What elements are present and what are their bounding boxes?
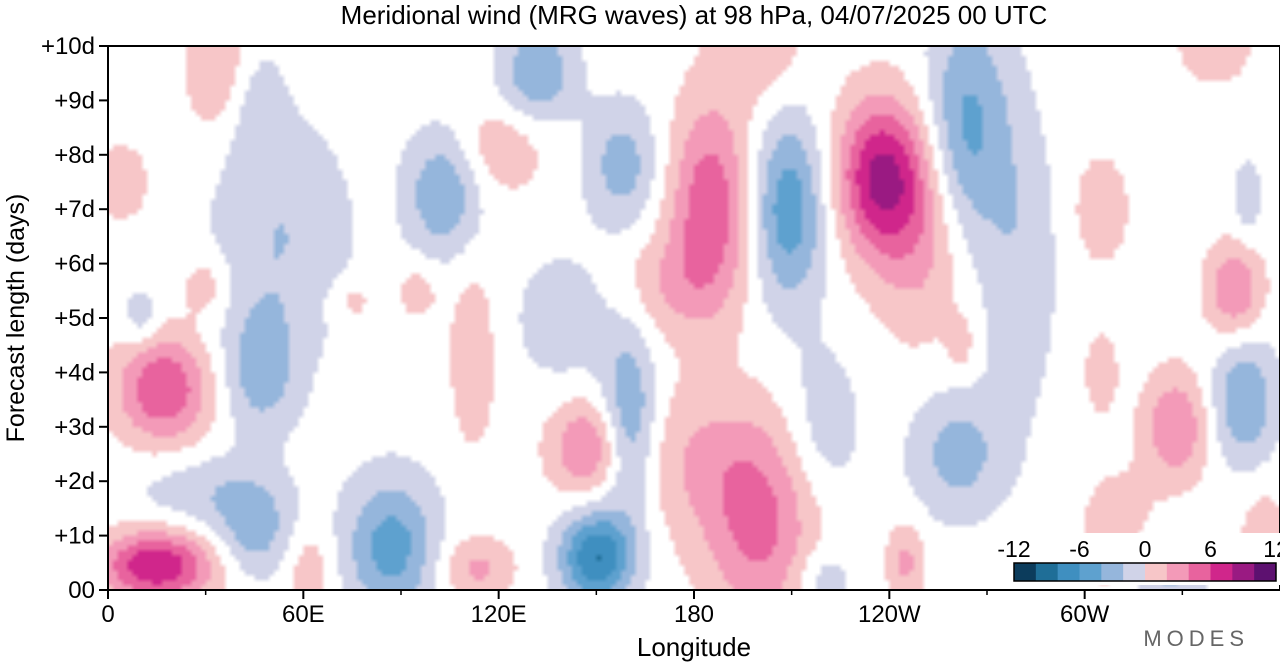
colorbar-swatch [1035, 563, 1059, 581]
colorbar-swatch [1123, 563, 1146, 581]
modes-watermark: MODES [1143, 626, 1249, 651]
x-tick-label: 0 [101, 601, 114, 628]
plot-area [107, 45, 1280, 591]
colorbar-swatch [1166, 563, 1190, 581]
colorbar-label: -12 [997, 536, 1030, 562]
y-tick-label: +7d [54, 196, 95, 223]
colorbar-label: 0 [1139, 536, 1152, 562]
contour-field [108, 46, 1280, 590]
y-tick-label: +2d [54, 468, 95, 495]
y-tick-label: 00 [68, 577, 95, 604]
y-tick-label: +1d [54, 523, 95, 550]
chart-title: Meridional wind (MRG waves) at 98 hPa, 0… [341, 0, 1048, 30]
y-tick-label: +10d [41, 33, 95, 60]
colorbar-swatch [1254, 563, 1277, 581]
colorbar-swatch [1210, 563, 1233, 581]
colorbar-swatch [1101, 563, 1124, 581]
colorbar-swatch [1232, 563, 1255, 581]
colorbar-swatch [1079, 563, 1102, 581]
x-axis-label: Longitude [637, 632, 751, 662]
colorbar-label: 6 [1204, 536, 1217, 562]
y-tick-label: +8d [54, 142, 95, 169]
colorbar-label: 12 [1263, 536, 1280, 562]
x-tick-label: 120W [858, 601, 921, 628]
y-tick-label: +3d [54, 414, 95, 441]
x-tick-label: 120E [471, 601, 527, 628]
colorbar-label: -6 [1069, 536, 1089, 562]
colorbar-swatch [1188, 563, 1211, 581]
x-tick-label: 180 [674, 601, 714, 628]
colorbar-swatch [1014, 563, 1037, 581]
y-axis-label: Forecast length (days) [2, 194, 30, 443]
x-axis: 0 60E 120E 180 120W 60W [101, 590, 1184, 628]
colorbar: -12 -6 0 6 12 [997, 533, 1280, 585]
colorbar-swatch [1057, 563, 1080, 581]
y-tick-label: +9d [54, 87, 95, 114]
y-tick-label: +5d [54, 305, 95, 332]
y-tick-label: +6d [54, 251, 95, 278]
y-tick-label: +4d [54, 359, 95, 386]
x-tick-label: 60W [1060, 601, 1110, 628]
x-tick-label: 60E [282, 601, 325, 628]
colorbar-frame [1013, 562, 1277, 582]
colorbar-swatch [1145, 563, 1168, 581]
y-axis: 00 +1d +2d +3d +4d +5d +6d +7d +8d +9d +10d [41, 33, 108, 604]
